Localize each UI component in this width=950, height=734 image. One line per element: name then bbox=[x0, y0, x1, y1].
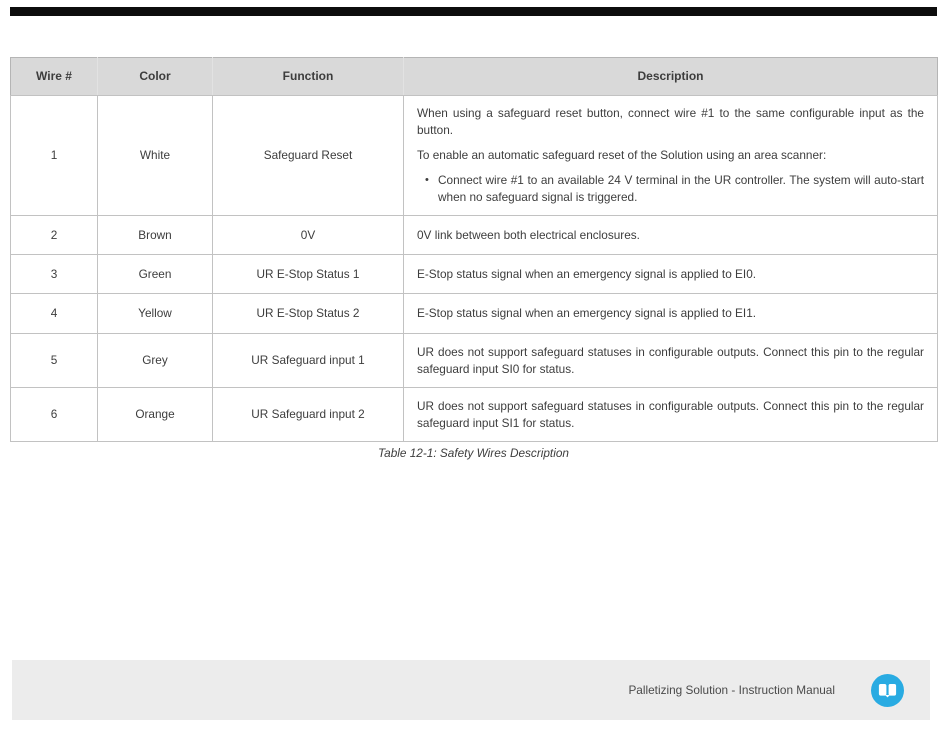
description-bullet-list: Connect wire #1 to an available 24 V ter… bbox=[417, 172, 924, 206]
column-header-wire: Wire # bbox=[10, 57, 98, 96]
cell-color: Yellow bbox=[97, 293, 213, 334]
table-row: 2 Brown 0V 0V link between both electric… bbox=[10, 215, 938, 255]
cell-description: UR does not support safeguard statuses i… bbox=[403, 387, 938, 442]
cell-description: When using a safeguard reset button, con… bbox=[403, 95, 938, 216]
column-header-description: Description bbox=[403, 57, 938, 96]
table-caption: Table 12-1: Safety Wires Description bbox=[378, 446, 569, 460]
table-header-row: Wire # Color Function Description bbox=[10, 57, 938, 96]
cell-function: UR Safeguard input 2 bbox=[212, 387, 404, 442]
cell-function: UR E-Stop Status 2 bbox=[212, 293, 404, 334]
column-header-function: Function bbox=[212, 57, 404, 96]
description-paragraph: When using a safeguard reset button, con… bbox=[417, 106, 924, 137]
table-row: 3 Green UR E-Stop Status 1 E-Stop status… bbox=[10, 254, 938, 294]
column-header-color: Color bbox=[97, 57, 213, 96]
cell-description: 0V link between both electrical enclosur… bbox=[403, 215, 938, 255]
page-footer: Palletizing Solution - Instruction Manua… bbox=[12, 660, 930, 720]
cell-wire-number: 2 bbox=[10, 215, 98, 255]
cell-wire-number: 5 bbox=[10, 333, 98, 388]
safety-wires-table: Wire # Color Function Description 1 Whit… bbox=[10, 57, 938, 442]
cell-wire-number: 6 bbox=[10, 387, 98, 442]
cell-function: Safeguard Reset bbox=[212, 95, 404, 216]
cell-wire-number: 3 bbox=[10, 254, 98, 294]
cell-color: Brown bbox=[97, 215, 213, 255]
cell-description: E-Stop status signal when an emergency s… bbox=[403, 254, 938, 294]
cell-function: 0V bbox=[212, 215, 404, 255]
page-header-rule bbox=[10, 7, 937, 16]
cell-function: UR Safeguard input 1 bbox=[212, 333, 404, 388]
cell-function: UR E-Stop Status 1 bbox=[212, 254, 404, 294]
cell-wire-number: 4 bbox=[10, 293, 98, 334]
cell-color: White bbox=[97, 95, 213, 216]
open-book-icon[interactable] bbox=[871, 673, 904, 707]
table-row: 4 Yellow UR E-Stop Status 2 E-Stop statu… bbox=[10, 293, 938, 334]
cell-wire-number: 1 bbox=[10, 95, 98, 216]
cell-color: Green bbox=[97, 254, 213, 294]
description-bullet: Connect wire #1 to an available 24 V ter… bbox=[417, 172, 924, 206]
footer-manual-title: Palletizing Solution - Instruction Manua… bbox=[628, 683, 835, 697]
table-row: 5 Grey UR Safeguard input 1 UR does not … bbox=[10, 333, 938, 388]
cell-color: Grey bbox=[97, 333, 213, 388]
cell-color: Orange bbox=[97, 387, 213, 442]
cell-description: E-Stop status signal when an emergency s… bbox=[403, 293, 938, 334]
description-paragraph: To enable an automatic safeguard reset o… bbox=[417, 148, 827, 162]
table-row: 1 White Safeguard Reset When using a saf… bbox=[10, 95, 938, 216]
cell-description: UR does not support safeguard statuses i… bbox=[403, 333, 938, 388]
table-row: 6 Orange UR Safeguard input 2 UR does no… bbox=[10, 387, 938, 442]
